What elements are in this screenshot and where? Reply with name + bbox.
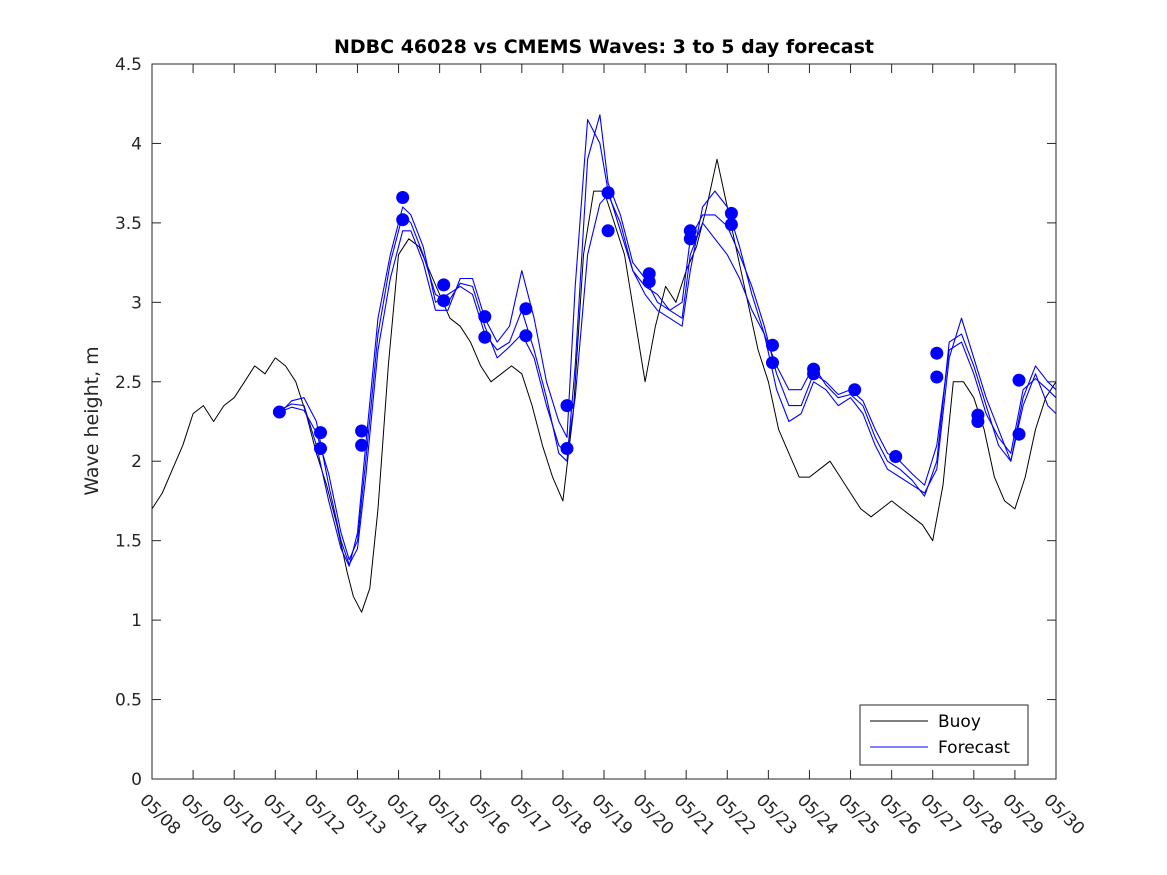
- x-tick-label: 05/30: [1039, 790, 1088, 839]
- legend: Buoy Forecast: [859, 704, 1029, 766]
- forecast-marker: [355, 438, 369, 452]
- forecast-marker: [930, 370, 944, 384]
- forecast-marker: [724, 218, 738, 231]
- forecast-marker: [766, 356, 779, 370]
- x-tick-label: 05/14: [382, 790, 431, 839]
- y-tick-label: 0: [131, 770, 142, 790]
- forecast-marker: [314, 442, 327, 455]
- forecast-marker: [560, 399, 574, 413]
- y-tick-label: 2.5: [115, 373, 142, 393]
- x-tick-label: 05/10: [218, 790, 267, 839]
- forecast-marker: [1012, 427, 1026, 441]
- y-tick-label: 3.5: [115, 214, 142, 234]
- forecast-marker: [519, 302, 533, 316]
- forecast-marker: [683, 232, 697, 246]
- y-tick-label: 3: [131, 293, 142, 313]
- forecast-marker: [807, 367, 821, 381]
- forecast-marker: [478, 330, 492, 344]
- x-tick-label: 05/22: [711, 790, 760, 839]
- x-tick-label: 05/15: [423, 790, 472, 839]
- x-tick-label: 05/18: [546, 790, 595, 839]
- x-tick-label: 05/23: [752, 790, 801, 839]
- x-tick-label: 05/20: [629, 790, 678, 839]
- y-tick-label: 4.5: [115, 55, 142, 75]
- forecast-marker: [314, 426, 327, 440]
- y-tick-label: 4: [131, 134, 142, 154]
- x-tick-label: 05/19: [587, 790, 636, 839]
- chart-title: NDBC 46028 vs CMEMS Waves: 3 to 5 day fo…: [334, 36, 874, 58]
- legend-label-buoy: Buoy: [938, 712, 981, 732]
- y-axis-label: Wave height, m: [81, 346, 103, 495]
- forecast-marker: [519, 329, 533, 343]
- forecast-series-line-3: [279, 114, 1056, 567]
- legend-label-forecast: Forecast: [938, 738, 1010, 758]
- x-tick-label: 05/08: [135, 790, 184, 839]
- x-tick-label: 05/25: [834, 790, 883, 839]
- y-tick-label: 1.5: [115, 532, 142, 552]
- forecast-marker: [642, 275, 656, 289]
- forecast-marker: [930, 346, 944, 360]
- forecast-marker: [396, 191, 410, 204]
- x-tick-label: 05/09: [177, 790, 226, 839]
- forecast-marker: [1012, 373, 1026, 387]
- forecast-marker: [971, 415, 985, 428]
- x-tick-label: 05/16: [464, 790, 513, 839]
- y-tick-label: 1: [131, 611, 142, 631]
- x-tick-label: 05/28: [957, 790, 1006, 839]
- x-tick-label: 05/27: [916, 790, 965, 839]
- forecast-series-line-2: [279, 119, 1056, 566]
- forecast-marker: [355, 424, 369, 438]
- x-tick-label: 05/12: [300, 790, 349, 839]
- y-tick-label: 0.5: [115, 691, 142, 711]
- forecast-marker: [478, 310, 492, 324]
- forecast-marker: [601, 186, 615, 200]
- x-tick-label: 05/11: [259, 790, 308, 839]
- legend-box: [859, 704, 1029, 766]
- y-tick-label: 2: [131, 452, 142, 472]
- x-tick-label: 05/29: [998, 790, 1047, 839]
- forecast-marker: [437, 294, 451, 308]
- forecast-marker: [724, 206, 738, 220]
- x-tick-label: 05/17: [505, 790, 554, 839]
- forecast-marker: [889, 450, 903, 463]
- forecast-marker: [848, 383, 862, 397]
- forecast-marker: [560, 442, 574, 455]
- forecast-marker: [396, 213, 410, 227]
- forecast-marker: [437, 278, 451, 292]
- forecast-marker: [601, 224, 615, 238]
- x-tick-label: 05/13: [341, 790, 390, 839]
- data-layer: [152, 114, 1056, 613]
- x-tick-label: 05/24: [793, 790, 842, 839]
- forecast-marker: [272, 405, 286, 419]
- forecast-marker: [766, 338, 779, 352]
- x-tick-label: 05/21: [670, 790, 719, 839]
- plot-area: [151, 63, 1057, 780]
- x-tick-label: 05/26: [875, 790, 924, 839]
